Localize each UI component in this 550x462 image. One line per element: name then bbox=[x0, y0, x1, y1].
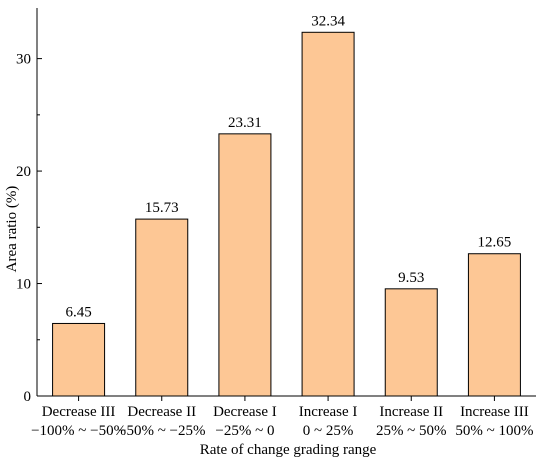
y-tick-label: 0 bbox=[24, 389, 32, 405]
x-tick-label: 25% ~ 50% bbox=[376, 423, 447, 439]
data-label: 6.45 bbox=[65, 304, 91, 320]
data-label: 9.53 bbox=[398, 270, 424, 286]
bar bbox=[135, 218, 189, 397]
x-axis-title: Rate of change grading range bbox=[200, 442, 377, 458]
x-tick-label: −50% ~ −25% bbox=[118, 423, 206, 439]
y-ticks-group: 0 10 20 30 bbox=[16, 52, 42, 405]
data-label: 15.73 bbox=[145, 200, 179, 216]
x-tick-label: Increase I bbox=[299, 404, 358, 420]
y-axis-title: Area ratio (%) bbox=[4, 186, 20, 273]
bar bbox=[52, 322, 106, 397]
x-tick-label: Decrease III bbox=[42, 404, 116, 420]
y-tick-label: 20 bbox=[16, 164, 31, 180]
x-tick-label: 50% ~ 100% bbox=[455, 423, 533, 439]
x-tick-label: −25% ~ 0 bbox=[215, 423, 274, 439]
y-tick-label: 30 bbox=[16, 52, 31, 68]
x-tick-label: Decrease I bbox=[213, 404, 277, 420]
x-tick-label: Increase III bbox=[460, 404, 529, 420]
bar bbox=[467, 253, 521, 397]
x-tick-label: Decrease II bbox=[127, 404, 196, 420]
bar bbox=[218, 133, 272, 397]
data-labels-group: 6.45 15.73 23.31 32.34 9.53 12.65 bbox=[65, 13, 511, 320]
data-label: 12.65 bbox=[478, 235, 512, 251]
data-label: 23.31 bbox=[228, 115, 262, 131]
x-tick-label: 0 ~ 25% bbox=[303, 423, 354, 439]
bar bbox=[384, 288, 438, 397]
x-tick-label: −100% ~ −50% bbox=[31, 423, 126, 439]
bar bbox=[301, 31, 355, 397]
bars-group bbox=[52, 31, 521, 397]
data-label: 32.34 bbox=[311, 13, 345, 29]
y-tick-label: 10 bbox=[16, 277, 31, 293]
x-ticks-group: Decrease III −100% ~ −50%Decrease II −50% … bbox=[31, 396, 533, 439]
x-tick-label: Increase II bbox=[379, 404, 443, 420]
